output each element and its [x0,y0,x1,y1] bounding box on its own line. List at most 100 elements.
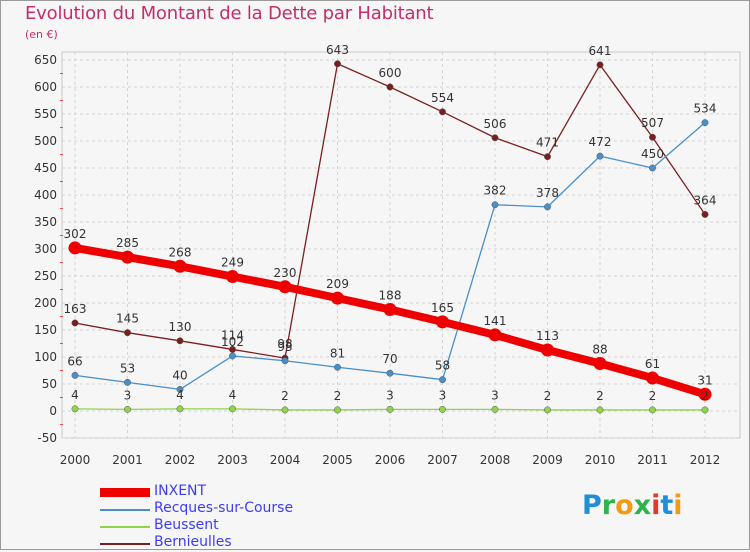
x-tick-label: 2012 [690,453,721,467]
data-label: 3 [386,388,394,402]
data-label: 2 [649,389,657,403]
x-tick-label: 2007 [427,453,458,467]
data-label: 506 [484,117,507,131]
data-label: 302 [64,227,87,241]
data-label: 163 [64,302,87,316]
data-point [229,405,236,413]
data-label: 93 [277,340,292,354]
data-label: 70 [382,352,397,366]
data-label: 58 [435,359,450,373]
data-label: 2 [596,389,604,403]
x-tick-label: 2008 [480,453,511,467]
data-point [649,406,656,414]
x-tick-label: 2011 [637,453,668,467]
data-label: 102 [221,335,244,349]
data-label: 165 [431,301,454,315]
y-tick-label: 450 [34,161,57,175]
data-label: 450 [641,147,664,161]
data-point [334,60,341,68]
data-point [331,291,344,305]
data-label: 3 [124,388,132,402]
data-label: 285 [116,236,139,250]
y-tick-label: -50 [37,431,57,445]
chart-title: Evolution du Montant de la Dette par Hab… [25,3,434,24]
legend-swatch-recques [100,509,150,511]
data-point [491,405,499,413]
data-point [541,343,554,357]
data-point [281,357,289,365]
y-tick-label: 300 [34,242,57,256]
y-tick-label: 250 [34,269,57,283]
data-point [383,302,397,316]
data-label: 4 [176,388,184,402]
data-label: 472 [589,135,612,149]
y-tick-label: 650 [34,53,57,67]
data-label: 66 [67,354,82,368]
data-point [491,134,499,142]
data-label: 40 [172,368,187,382]
data-label: 534 [694,102,717,116]
x-tick-label: 2010 [585,453,616,467]
data-point [71,405,79,413]
logo-letter: i [673,490,683,521]
data-point [229,352,236,360]
y-tick-label: 150 [34,323,57,337]
data-point [439,405,446,413]
data-point [124,329,131,337]
data-label: 53 [120,361,135,375]
data-point [71,319,79,327]
data-point [698,387,712,401]
data-point [649,133,656,141]
data-point [544,153,551,161]
data-point [596,406,604,414]
data-label: 98 [277,337,292,351]
data-label: 4 [71,388,79,402]
data-label: 2 [334,389,342,403]
data-point [596,61,604,69]
logo-letter: i [651,490,661,521]
y-tick-label: 350 [34,215,57,229]
y-tick-label: 50 [42,377,57,391]
data-point [121,250,134,264]
data-label: 31 [697,373,712,387]
x-tick-label: 2005 [322,453,353,467]
data-label: 130 [169,320,192,334]
data-point [439,376,446,384]
data-point [278,280,292,294]
data-point [386,83,394,91]
legend-swatch-inxent [100,488,150,497]
data-point [701,119,709,127]
data-label: 471 [536,136,559,150]
data-label: 2 [544,389,552,403]
data-label: 382 [484,184,507,198]
data-label: 230 [274,266,297,280]
data-point [173,259,187,273]
data-label: 3 [439,388,447,402]
data-point [124,405,131,413]
data-label: 507 [641,116,664,130]
data-label: 145 [116,312,139,326]
x-tick-label: 2004 [270,453,301,467]
logo-letter: x [633,490,652,521]
data-point [386,369,394,377]
data-point [491,201,499,209]
data-point [701,210,709,218]
y-tick-label: 100 [34,350,57,364]
y-tick-label: 600 [34,80,57,94]
data-point [226,270,239,284]
x-tick-label: 2006 [375,453,406,467]
data-point [334,363,341,371]
plot-area [61,51,741,439]
data-point [701,406,709,414]
data-point [176,385,184,393]
y-tick-label: 550 [34,107,57,121]
data-label: 249 [221,256,244,270]
data-point [544,203,551,211]
data-label: 643 [326,43,349,57]
data-label: 4 [229,388,237,402]
data-label: 600 [379,66,402,80]
data-label: 3 [491,388,499,402]
y-tick-label: 400 [34,188,57,202]
